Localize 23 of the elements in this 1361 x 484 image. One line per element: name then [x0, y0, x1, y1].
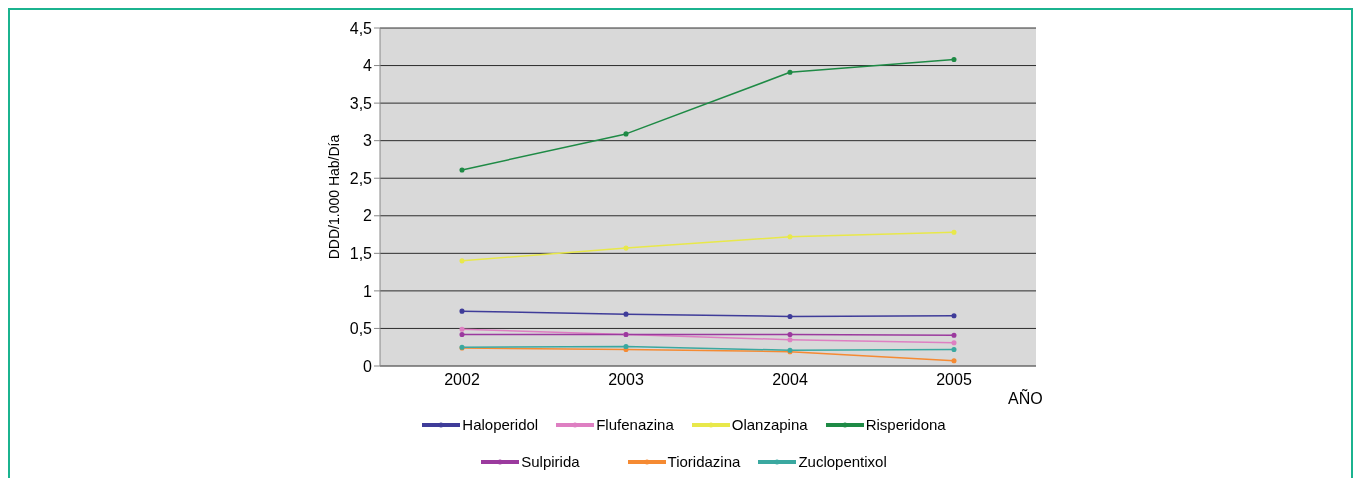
- x-tick-label: 2005: [936, 371, 972, 389]
- y-tick-label: 2,5: [349, 169, 373, 187]
- y-tick-label: 0,5: [349, 320, 373, 338]
- legend-label: Risperidona: [865, 416, 946, 433]
- y-tick-label: 1: [363, 282, 373, 300]
- legend-label: Olanzapina: [731, 416, 808, 433]
- y-tick-label: 1,5: [349, 245, 373, 263]
- y-axis-title: DDD/1.000 Hab/Día: [325, 134, 342, 260]
- y-tick-label: 0: [363, 357, 373, 375]
- legend-label: Sulpirida: [521, 453, 580, 470]
- y-tick-label: 2: [363, 207, 373, 225]
- legend-label: Haloperidol: [462, 416, 539, 433]
- legend-label: Flufenazina: [596, 416, 674, 433]
- x-tick-label: 2002: [444, 371, 480, 389]
- y-tick-label: 3: [363, 132, 373, 150]
- x-axis-title: AÑO: [1008, 387, 1043, 407]
- y-tick-label: 4: [363, 57, 373, 75]
- legend-label: Tioridazina: [667, 453, 741, 470]
- y-tick-label: 4,5: [349, 19, 373, 37]
- y-tick-label: 3,5: [349, 94, 373, 112]
- x-tick-label: 2003: [608, 371, 644, 389]
- legend-label: Zuclopentixol: [798, 453, 887, 470]
- x-tick-label: 2004: [772, 371, 808, 389]
